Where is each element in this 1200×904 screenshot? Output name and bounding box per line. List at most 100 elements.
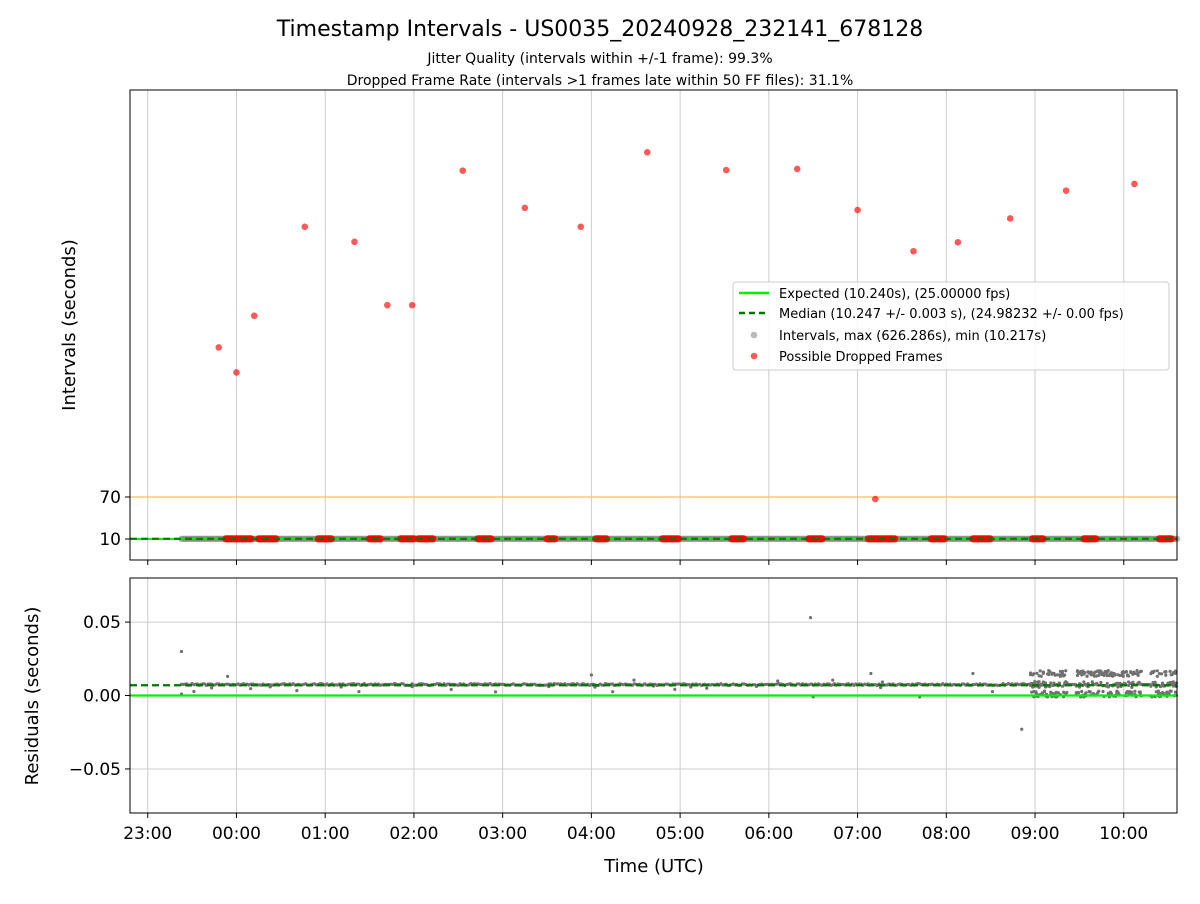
residual-point	[879, 685, 883, 690]
residual-point	[1126, 683, 1131, 688]
dropped-point-6	[408, 301, 416, 309]
bottom-ylabel: Residuals (seconds)	[22, 607, 43, 786]
dropped-baseline-point	[674, 535, 682, 543]
residual-point	[1042, 690, 1047, 694]
residual-point	[1065, 690, 1069, 695]
residual-point	[673, 687, 677, 691]
residual-point	[1041, 671, 1045, 675]
dropped-point-0	[215, 344, 223, 351]
legend-label-1: Median (10.247 +/- 0.003 s), (24.98232 +…	[779, 307, 1124, 322]
residual-point	[1077, 685, 1082, 689]
residual-point	[449, 687, 453, 692]
residual-point	[1056, 691, 1060, 695]
dropped-point-3	[301, 223, 309, 231]
residual-point	[1124, 670, 1129, 674]
residual-point	[1173, 671, 1178, 675]
legend-box	[732, 281, 1170, 371]
residual-point	[1130, 690, 1134, 694]
residual-point	[1106, 668, 1110, 673]
residual-point	[990, 689, 995, 694]
residual-point	[1159, 672, 1164, 676]
dropped-baseline-point	[739, 535, 748, 543]
dropped-point-15	[910, 247, 917, 255]
dropped-baseline-point	[551, 535, 559, 543]
residual-point	[1085, 674, 1089, 678]
residual-point	[179, 649, 184, 654]
bottom-ytick-label-2: −0.05	[69, 760, 121, 780]
dropped-cluster-17	[1155, 535, 1175, 543]
residual-point	[1149, 684, 1153, 688]
residual-point	[1126, 674, 1131, 678]
residual-point	[1080, 689, 1084, 694]
residual-point	[1039, 674, 1043, 678]
residual-point	[1020, 727, 1024, 731]
residual-point	[1135, 668, 1139, 673]
residual-point	[210, 686, 214, 690]
dropped-baseline-point	[1092, 535, 1100, 543]
residual-point	[1129, 670, 1133, 674]
residual-point	[1153, 680, 1157, 684]
dropped-point-17	[1006, 215, 1014, 222]
residual-point	[1121, 674, 1125, 678]
residual-point	[1099, 680, 1103, 685]
residual-point	[1035, 671, 1039, 676]
dropped-point-9	[577, 223, 585, 231]
residual-point	[1033, 681, 1037, 685]
residual-point	[1136, 673, 1140, 677]
top-ytick-label-0: 10	[99, 530, 121, 550]
residual-point	[808, 616, 813, 620]
residual-point	[705, 686, 709, 690]
residual-point	[1084, 691, 1088, 695]
residual-point	[1028, 671, 1033, 675]
dropped-point-14	[872, 495, 879, 503]
residual-point	[1049, 681, 1053, 685]
residual-point	[1113, 672, 1117, 676]
residual-point	[1174, 681, 1179, 685]
residual-point	[226, 674, 230, 679]
top-ytick-label-1: 70	[99, 488, 121, 508]
residual-point	[1052, 681, 1056, 685]
residual-point	[295, 689, 299, 693]
dropped-cluster-11	[805, 535, 826, 543]
residual-point	[1064, 669, 1068, 673]
chart-title: Timestamp Intervals - US0035_20240928_23…	[276, 17, 923, 42]
residual-point	[1088, 690, 1092, 694]
residual-point	[1133, 689, 1137, 693]
legend-dropped-swatch	[750, 352, 758, 360]
residual-point	[589, 673, 593, 677]
residual-point	[1165, 690, 1169, 694]
residual-point	[1089, 670, 1093, 674]
residual-point	[611, 690, 615, 694]
top-ylabel: Intervals (seconds)	[59, 239, 80, 411]
dropped-point-10	[643, 148, 651, 156]
dropped-point-5	[384, 301, 391, 309]
residual-point	[1063, 673, 1067, 677]
dropped-point-12	[793, 165, 801, 173]
residual-point	[880, 680, 885, 684]
xtick-label-2: 01:00	[301, 824, 350, 844]
residual-point	[1105, 681, 1109, 686]
xtick-label-4: 03:00	[478, 824, 527, 844]
residual-point	[1139, 669, 1143, 673]
residual-point	[1164, 673, 1168, 677]
residual-point	[831, 678, 835, 682]
residual-point	[1155, 674, 1159, 678]
residual-point	[632, 678, 636, 682]
xtick-label-1: 00:00	[212, 824, 261, 844]
residual-point	[1082, 680, 1086, 684]
xtick-label-10: 09:00	[1011, 824, 1060, 844]
xtick-label-6: 05:00	[656, 824, 705, 844]
residual-point	[192, 689, 196, 694]
chart-subtitle-line-2: Dropped Frame Rate (intervals >1 frames …	[347, 73, 854, 89]
residual-point	[1164, 669, 1168, 674]
residual-point	[1097, 689, 1101, 693]
residual-point	[1043, 681, 1048, 685]
x-axis-label: Time (UTC)	[603, 856, 704, 877]
bottom-ytick-label-0: 0.05	[83, 613, 121, 633]
dropped-point-18	[1062, 187, 1070, 194]
legend-intervals-swatch	[750, 331, 758, 339]
dropped-point-13	[854, 206, 861, 214]
residual-point	[1168, 669, 1172, 673]
dropped-point-7	[459, 167, 467, 174]
